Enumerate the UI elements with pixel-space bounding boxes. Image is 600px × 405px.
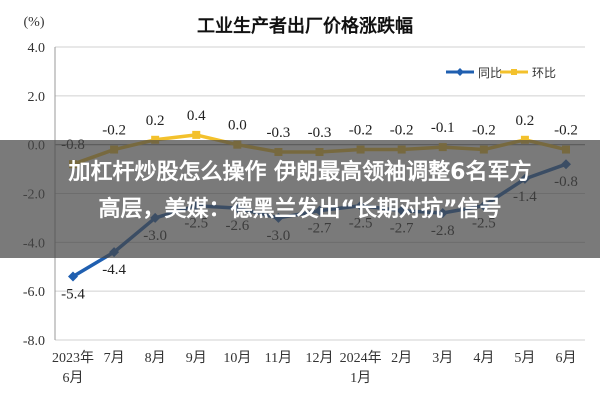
data-label: -0.2 — [554, 123, 578, 139]
y-axis-unit: (%) — [24, 15, 45, 30]
x-tick-label: 11月 — [265, 350, 292, 366]
x-tick-label: 12月 — [306, 350, 334, 366]
x-tick-label-line: 6月 — [556, 350, 577, 366]
data-label: -0.2 — [390, 123, 414, 139]
data-label: -0.2 — [349, 123, 373, 139]
x-tick-label-line: 11月 — [265, 350, 292, 366]
x-tick-label-line: 2023年 — [52, 350, 94, 366]
x-tick-label: 10月 — [223, 350, 251, 366]
data-label: -0.2 — [102, 123, 126, 139]
x-tick-label: 2024年 1月 — [340, 350, 382, 386]
data-label: -0.3 — [267, 125, 291, 141]
data-label: 0.4 — [187, 108, 206, 124]
chart-title: 工业生产者出厂价格涨跌幅 — [197, 15, 413, 37]
x-tick-label-line: 9月 — [186, 350, 207, 366]
y-tick-label: 2.0 — [28, 90, 46, 105]
x-tick-label: 2月 — [391, 350, 412, 366]
data-label: -5.4 — [61, 287, 85, 303]
x-tick-label: 4月 — [473, 350, 494, 366]
x-tick-label-line: 8月 — [145, 350, 166, 366]
y-tick-label: -8.0 — [23, 334, 45, 349]
x-tick-label: 9月 — [186, 350, 207, 366]
data-label: -0.1 — [431, 120, 455, 136]
data-label: -4.4 — [102, 262, 126, 278]
data-point — [192, 130, 201, 139]
data-point — [520, 135, 529, 144]
x-tick-label: 7月 — [104, 350, 125, 366]
x-tick-label: 6月 — [556, 350, 577, 366]
data-point — [151, 135, 160, 144]
data-label: 0.2 — [146, 113, 165, 129]
x-tick-label: 3月 — [432, 350, 453, 366]
x-tick-label-line: 2月 — [391, 350, 412, 366]
legend-label: 环比 — [532, 66, 556, 80]
x-tick-label-line: 12月 — [306, 350, 334, 366]
headline-overlay[interactable] — [0, 140, 600, 258]
headline-line-1: 加杠杆炒股怎么操作 伊朗最高领袖调整6名军方 — [68, 160, 532, 185]
x-tick-label-line: 3月 — [432, 350, 453, 366]
legend-marker — [456, 68, 464, 76]
x-tick-label-line: 6月 — [63, 370, 84, 386]
x-tick-label-line: 5月 — [514, 350, 535, 366]
x-tick-label: 5月 — [514, 350, 535, 366]
headline-text[interactable]: 加杠杆炒股怎么操作 伊朗最高领袖调整6名军方 高层，美媒：德黑兰发出“长期对抗”… — [0, 154, 600, 228]
legend-marker — [511, 69, 517, 75]
data-label: -0.2 — [472, 123, 496, 139]
x-tick-label: 8月 — [145, 350, 166, 366]
headline-line-2: 高层，美媒：德黑兰发出“长期对抗”信号 — [98, 197, 502, 222]
y-tick-label: 4.0 — [28, 41, 46, 56]
data-point — [68, 271, 78, 282]
data-label: -0.3 — [308, 125, 332, 141]
x-tick-label-line: 1月 — [350, 370, 371, 386]
x-tick-label: 2023年 6月 — [52, 350, 94, 386]
legend-label: 同比 — [478, 66, 502, 80]
x-tick-label-line: 10月 — [223, 350, 251, 366]
data-label: 0.0 — [228, 118, 247, 134]
y-tick-label: -6.0 — [23, 285, 45, 300]
data-label: 0.2 — [516, 113, 535, 129]
x-tick-labels: 2023年 6月 7月 8月 9月 10月 11月 12月 2024年 1月 2月 3月 4月 5月 6月 — [52, 350, 577, 386]
x-tick-label-line: 2024年 — [340, 350, 382, 366]
x-tick-label-line: 4月 — [473, 350, 494, 366]
legend: 同比 环比 — [446, 66, 556, 80]
x-tick-label-line: 7月 — [104, 350, 125, 366]
